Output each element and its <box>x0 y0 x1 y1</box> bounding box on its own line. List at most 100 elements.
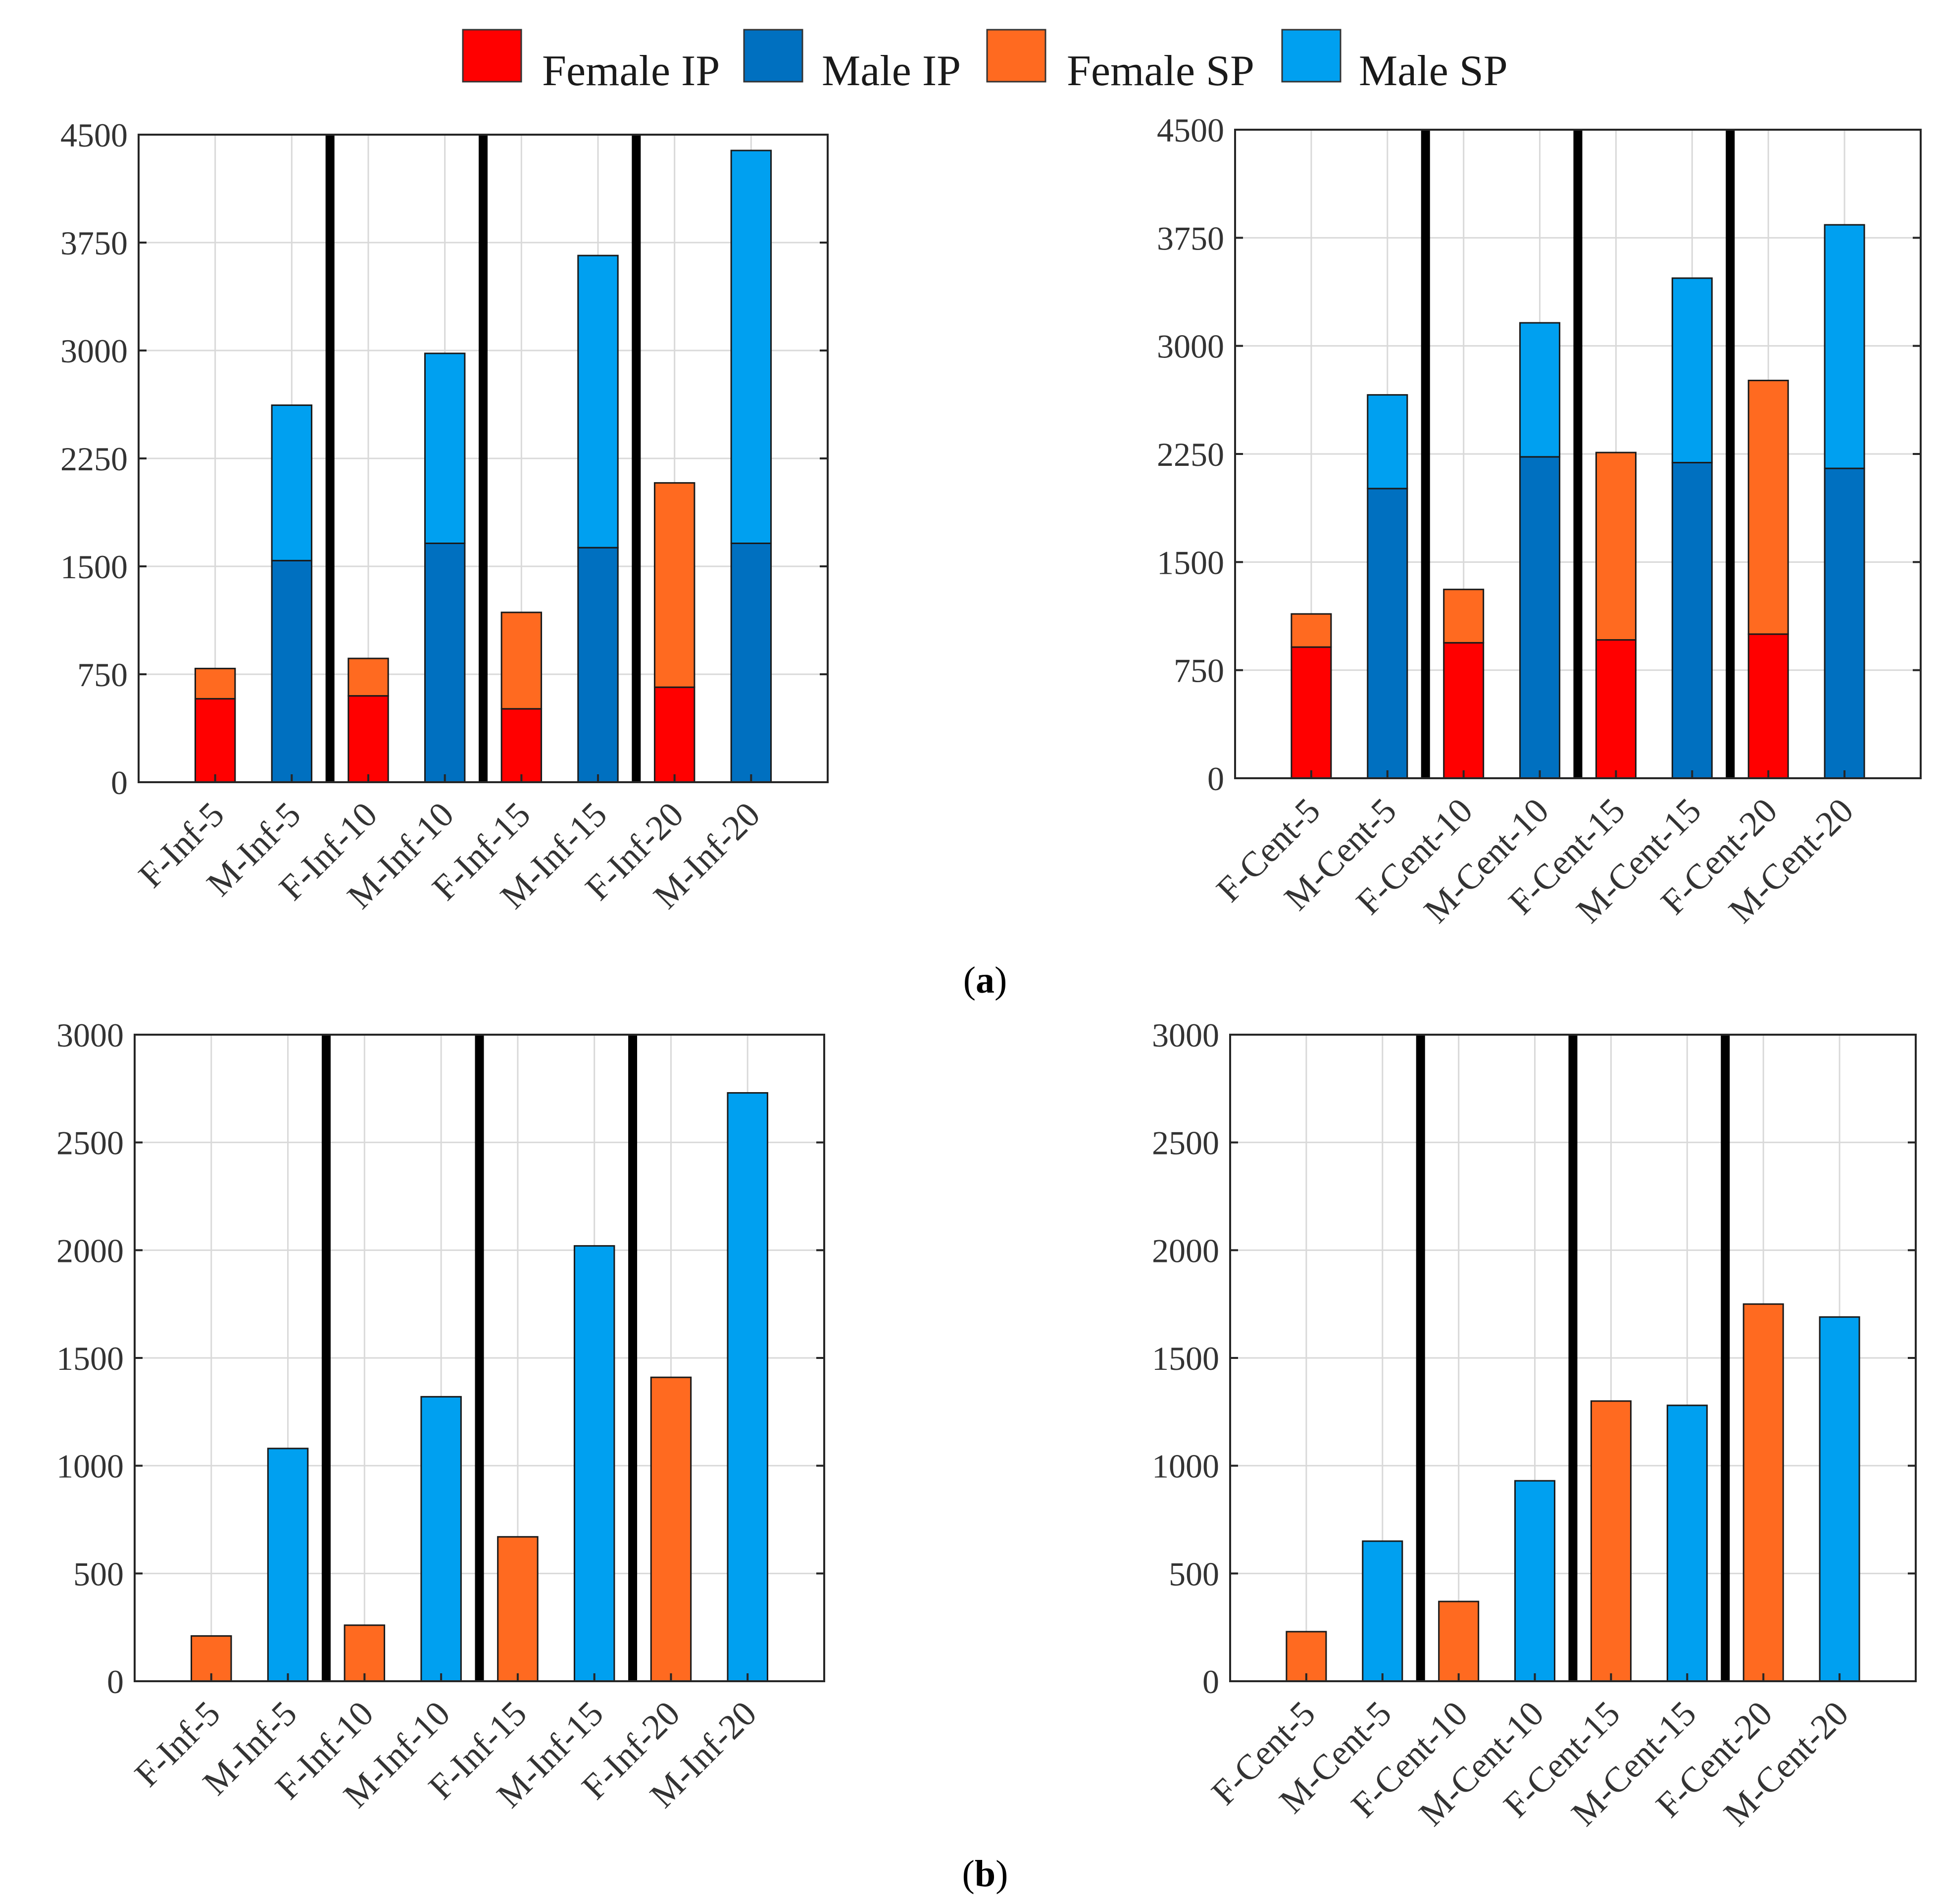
bar-segment-female-ip[interactable] <box>1595 639 1637 779</box>
y-tick-label: 0 <box>111 764 128 802</box>
bar-f-cent-20[interactable] <box>1742 1303 1784 1682</box>
bar-segment-female-sp[interactable] <box>497 1536 539 1682</box>
bar-segment-male-sp[interactable] <box>573 1245 615 1682</box>
legend-item-female-ip[interactable]: Female IP <box>462 29 720 95</box>
bar-segment-male-sp[interactable] <box>271 404 313 561</box>
bar-m-cent-10[interactable] <box>1519 322 1561 779</box>
bar-m-cent-5[interactable] <box>1362 1540 1403 1682</box>
bar-segment-male-sp[interactable] <box>1362 1540 1403 1682</box>
bar-segment-male-sp[interactable] <box>1519 322 1561 458</box>
bar-segment-male-sp[interactable] <box>424 352 466 544</box>
bar-f-cent-5[interactable] <box>1291 613 1332 779</box>
bar-segment-female-sp[interactable] <box>344 1624 386 1682</box>
legend-label-male-ip: Male IP <box>822 47 961 95</box>
bar-f-inf-15[interactable] <box>497 1536 539 1682</box>
bar-segment-female-sp[interactable] <box>653 482 696 688</box>
bar-segment-female-sp[interactable] <box>1286 1631 1327 1682</box>
bar-m-cent-20[interactable] <box>1819 1316 1860 1682</box>
bar-segment-female-ip[interactable] <box>348 695 389 783</box>
y-tick-label: 2000 <box>56 1232 124 1269</box>
bar-f-inf-20[interactable] <box>650 1376 692 1682</box>
bar-segment-female-ip[interactable] <box>1747 633 1789 779</box>
bar-f-inf-20[interactable] <box>653 482 696 783</box>
bar-segment-male-sp[interactable] <box>727 1092 768 1682</box>
bar-segment-female-ip[interactable] <box>653 686 696 783</box>
bar-segment-female-ip[interactable] <box>1443 642 1485 779</box>
y-tick-label: 1000 <box>56 1448 124 1485</box>
legend-item-female-sp[interactable]: Female SP <box>986 29 1254 95</box>
legend-item-male-sp[interactable]: Male SP <box>1281 29 1508 95</box>
bar-segment-male-sp[interactable] <box>267 1448 309 1682</box>
bar-m-inf-15[interactable] <box>573 1245 615 1682</box>
bar-segment-female-sp[interactable] <box>1742 1303 1784 1682</box>
bar-segment-female-ip[interactable] <box>194 698 236 783</box>
bar-segment-male-sp[interactable] <box>420 1396 462 1682</box>
bar-segment-female-sp[interactable] <box>1747 380 1789 635</box>
bar-m-cent-5[interactable] <box>1367 394 1408 779</box>
legend-item-male-ip[interactable]: Male IP <box>743 29 961 95</box>
bar-f-cent-20[interactable] <box>1747 380 1789 779</box>
y-tick-label: 750 <box>1174 652 1224 690</box>
bar-m-inf-20[interactable] <box>730 150 772 783</box>
bar-segment-male-sp[interactable] <box>730 150 772 544</box>
bar-segment-male-ip[interactable] <box>1671 461 1713 779</box>
y-tick-label: 2250 <box>1157 436 1224 473</box>
bar-m-inf-10[interactable] <box>424 352 466 783</box>
y-tick-label: 3000 <box>1152 1016 1219 1054</box>
bar-m-inf-5[interactable] <box>267 1448 309 1682</box>
bar-segment-male-ip[interactable] <box>1519 456 1561 779</box>
bar-segment-female-sp[interactable] <box>1590 1400 1632 1682</box>
bar-f-cent-15[interactable] <box>1590 1400 1632 1682</box>
panel-label-a: (a) <box>963 959 1007 1001</box>
y-tick-label: 500 <box>73 1555 124 1593</box>
bar-segment-female-sp[interactable] <box>1595 451 1637 641</box>
bar-f-cent-15[interactable] <box>1595 451 1637 779</box>
bar-m-cent-15[interactable] <box>1666 1404 1708 1682</box>
bar-segment-male-ip[interactable] <box>730 542 772 783</box>
bar-segment-male-ip[interactable] <box>271 559 313 783</box>
bar-segment-female-sp[interactable] <box>500 611 543 710</box>
legend: Female IP Male IP Female SP Male SP <box>462 29 1508 95</box>
bar-f-inf-15[interactable] <box>500 611 543 783</box>
bar-f-cent-5[interactable] <box>1286 1631 1327 1682</box>
bar-segment-female-sp[interactable] <box>1438 1601 1480 1682</box>
legend-label-female-sp: Female SP <box>1067 47 1254 95</box>
bar-segment-female-sp[interactable] <box>1443 589 1485 644</box>
bar-m-cent-10[interactable] <box>1514 1480 1556 1682</box>
bar-segment-female-ip[interactable] <box>1291 646 1332 779</box>
bar-segment-female-ip[interactable] <box>500 708 543 783</box>
bar-segment-female-sp[interactable] <box>1291 613 1332 648</box>
bar-segment-male-sp[interactable] <box>1367 394 1408 490</box>
bar-f-cent-10[interactable] <box>1443 589 1485 779</box>
bar-segment-male-sp[interactable] <box>1824 224 1865 469</box>
bar-f-inf-10[interactable] <box>344 1624 386 1682</box>
bar-segment-male-sp[interactable] <box>1666 1404 1708 1682</box>
bar-m-inf-10[interactable] <box>420 1396 462 1682</box>
bar-segment-male-ip[interactable] <box>577 547 619 783</box>
bar-f-inf-5[interactable] <box>194 667 236 783</box>
bar-segment-male-sp[interactable] <box>1514 1480 1556 1682</box>
bar-segment-female-sp[interactable] <box>348 657 389 697</box>
bar-m-cent-15[interactable] <box>1671 277 1713 779</box>
bar-segment-male-ip[interactable] <box>1824 467 1865 779</box>
bar-segment-male-ip[interactable] <box>1367 488 1408 779</box>
legend-swatch-male-ip <box>743 29 803 83</box>
bar-segment-male-ip[interactable] <box>424 542 466 783</box>
bar-segment-female-sp[interactable] <box>194 667 236 700</box>
y-tick-label: 0 <box>1202 1663 1219 1701</box>
bar-segment-female-sp[interactable] <box>650 1376 692 1682</box>
y-tick-label: 3750 <box>60 224 128 262</box>
chart-a-left: 075015002250300037504500F-Inf-5M-Inf-5F-… <box>60 116 829 916</box>
bar-segment-male-sp[interactable] <box>1819 1316 1860 1682</box>
bar-m-cent-20[interactable] <box>1824 224 1865 779</box>
bar-m-inf-15[interactable] <box>577 254 619 783</box>
bar-m-inf-20[interactable] <box>727 1092 768 1682</box>
bar-f-inf-10[interactable] <box>348 657 389 783</box>
bar-segment-male-sp[interactable] <box>577 254 619 549</box>
y-tick-label: 3000 <box>56 1016 124 1054</box>
chart-b-right: 050010001500200025003000F-Cent-5M-Cent-5… <box>1152 1016 1917 1834</box>
y-tick-label: 3000 <box>60 332 128 370</box>
bar-m-inf-5[interactable] <box>271 404 313 783</box>
bar-f-cent-10[interactable] <box>1438 1601 1480 1682</box>
bar-segment-male-sp[interactable] <box>1671 277 1713 463</box>
